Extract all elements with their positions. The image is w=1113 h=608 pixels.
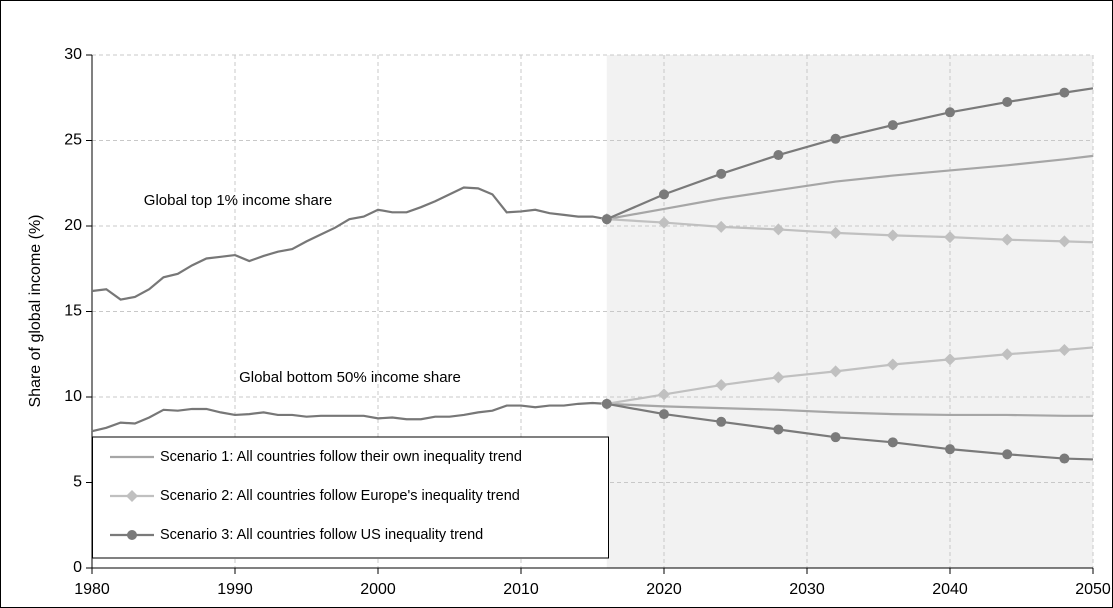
x-tick-label: 2050 [1075,581,1111,598]
series-line [606,87,1094,221]
marker [601,214,612,225]
marker [830,133,841,144]
series-line [606,402,1094,461]
marker [127,530,137,540]
marker [715,220,728,233]
x-tick-label: 1980 [74,581,110,598]
y-tick-label: 15 [64,303,82,320]
x-tick-label: 2010 [503,581,539,598]
marker [773,424,784,435]
x-tick-label: 2000 [360,581,396,598]
marker [830,432,841,443]
marker [659,409,669,420]
series-line [606,218,1094,244]
marker [1058,235,1071,248]
marker [1059,87,1070,98]
annotation: Global top 1% income share [144,192,332,209]
series-line [91,401,607,433]
x-tick-label: 2040 [932,581,968,598]
legend-label: Scenario 2: All countries follow Europe'… [160,488,520,504]
marker [1001,233,1014,246]
marker [773,150,784,161]
marker [829,226,842,239]
marker [829,365,842,378]
y-tick-label: 10 [64,388,82,405]
marker [772,223,785,236]
legend-label: Scenario 3: All countries follow US ineq… [160,527,483,543]
x-tick-label: 2020 [646,581,682,598]
series-line [606,154,1094,221]
marker [945,107,955,118]
marker [659,189,669,200]
marker [658,388,670,401]
marker [126,490,138,502]
series-line [606,402,1093,417]
marker [1058,343,1071,356]
y-tick-label: 25 [64,132,82,149]
marker [716,168,727,179]
marker [945,444,955,455]
marker [886,358,899,371]
x-tick-label: 2030 [789,581,825,598]
y-tick-label: 0 [73,559,82,576]
marker [716,416,727,427]
series-line [606,346,1094,405]
y-tick-label: 5 [73,474,82,491]
marker [887,120,898,131]
marker [1059,453,1070,464]
marker [944,353,956,366]
marker [1002,449,1013,460]
marker [601,398,612,409]
y-axis-label: Share of global income (%) [27,215,44,408]
legend-label: Scenario 1: All countries follow their o… [160,449,522,465]
marker [944,231,956,244]
y-tick-label: 20 [64,217,82,234]
y-tick-label: 30 [64,46,82,63]
series-line [91,186,607,301]
legend-box [92,436,609,559]
x-tick-label: 1990 [217,581,253,598]
annotation: Global bottom 50% income share [239,369,461,386]
marker [658,216,670,229]
marker [887,437,898,448]
marker [715,379,728,392]
marker [772,371,785,384]
marker [1001,348,1014,361]
marker [1002,97,1013,108]
marker [886,229,899,242]
